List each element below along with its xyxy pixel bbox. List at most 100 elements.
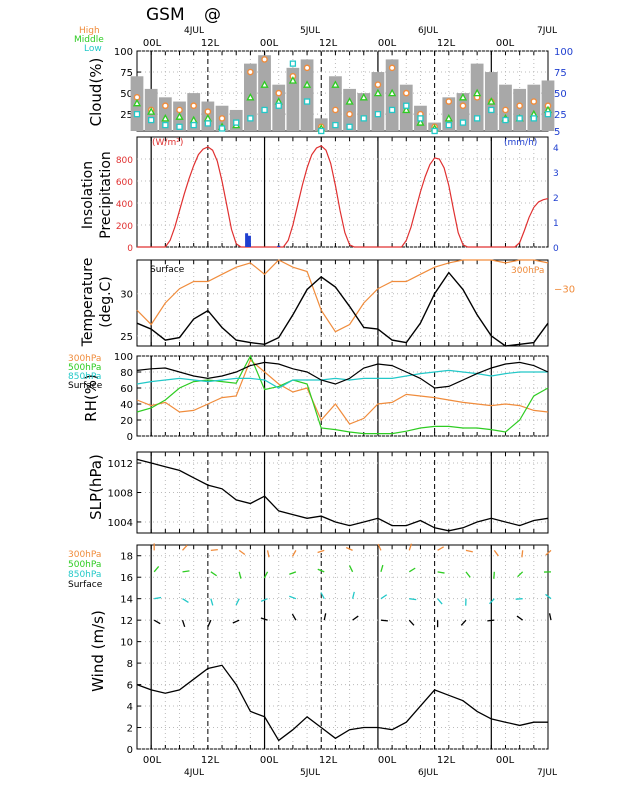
wind-barb bbox=[409, 568, 415, 572]
top-day-label: 6JUL bbox=[418, 26, 438, 36]
cloud-low-point bbox=[546, 112, 551, 117]
wind-barb bbox=[211, 572, 217, 576]
cloud-low-point bbox=[375, 112, 380, 117]
bottom-hour-label: 00L bbox=[496, 755, 515, 766]
cloud-low-point bbox=[404, 103, 409, 108]
rh-ytick-label: 20 bbox=[120, 416, 133, 427]
wind-barb bbox=[438, 547, 444, 551]
wind-barb bbox=[154, 597, 161, 598]
cloud-low-point bbox=[220, 126, 225, 131]
wind-barb bbox=[409, 599, 416, 600]
cloud-ytick-right-label: 75 bbox=[554, 68, 567, 79]
precip-ytick-label: 0 bbox=[553, 244, 559, 254]
precip-bar bbox=[245, 233, 248, 247]
cloud-low-point bbox=[475, 116, 480, 121]
cloud-low-point bbox=[432, 129, 437, 134]
legend-wind-surface: Surface bbox=[68, 580, 103, 590]
wind-barb bbox=[239, 550, 245, 554]
ylabel-insolation-2: Precipitation bbox=[98, 151, 114, 239]
bottom-day-labels: 4JUL 5JUL 6JUL 7JUL bbox=[184, 768, 557, 778]
wind-barb bbox=[353, 592, 355, 599]
wind-barb bbox=[239, 572, 241, 579]
wind-barb bbox=[381, 620, 388, 621]
wind-barb bbox=[487, 620, 494, 621]
unit-precip: (mm/h) bbox=[504, 138, 537, 148]
precip-bar bbox=[248, 236, 251, 247]
cloud-high-point bbox=[404, 91, 409, 96]
temperature-ytick-label: 25 bbox=[120, 332, 133, 343]
legend-cloud-low: Low bbox=[84, 44, 102, 54]
ylabel-temperature-2: (deg.C) bbox=[98, 276, 114, 328]
wind-barb bbox=[289, 596, 296, 598]
wind-ytick-label: 0 bbox=[127, 745, 133, 756]
cloud-low-point bbox=[531, 116, 536, 121]
plot-layer: 2550751005255075100020040060080001234253… bbox=[108, 47, 576, 756]
wind-barb bbox=[211, 550, 218, 551]
panel-frame-temperature bbox=[137, 260, 548, 346]
cloud-total-bar bbox=[372, 72, 385, 131]
legend-wind-300: 300hPa bbox=[68, 550, 101, 560]
precip-ytick-label: 2 bbox=[553, 194, 559, 204]
legend-rh-surface: Surface bbox=[68, 381, 103, 391]
cloud-low-point bbox=[347, 124, 352, 129]
wind-barb bbox=[183, 571, 190, 572]
top-hour-label: 12L bbox=[319, 38, 338, 49]
wind-ytick-label: 16 bbox=[120, 573, 133, 584]
top-hour-label: 00L bbox=[260, 38, 279, 49]
top-day-label: 5JUL bbox=[300, 26, 320, 36]
wind-ytick-label: 10 bbox=[120, 638, 133, 649]
wind-barb bbox=[550, 613, 551, 620]
wind-barb bbox=[324, 613, 325, 620]
wind-barb bbox=[353, 616, 359, 620]
cloud-high-point bbox=[390, 65, 395, 70]
wind-barb bbox=[208, 620, 211, 626]
cloud-high-point bbox=[163, 103, 168, 108]
precip-bar bbox=[277, 246, 280, 247]
wind-barb bbox=[183, 545, 188, 550]
wind-barb bbox=[522, 550, 523, 557]
cloud-high-point bbox=[347, 112, 352, 117]
cloud-high-point bbox=[262, 57, 267, 62]
bottom-hour-label: 00L bbox=[378, 755, 397, 766]
cloud-total-bar bbox=[513, 89, 526, 131]
wind-barb bbox=[461, 620, 466, 625]
ylabel-cloud: Cloud(%) bbox=[87, 58, 105, 127]
cloud-high-point bbox=[304, 65, 309, 70]
cloud-total-bar bbox=[258, 55, 271, 131]
bottom-hour-label: 12L bbox=[319, 755, 338, 766]
wind-ytick-label: 8 bbox=[127, 659, 133, 670]
ylabel-wind: Wind (m/s) bbox=[89, 610, 107, 692]
rh-ytick-label: 80 bbox=[120, 368, 133, 379]
insolation-ytick-label: 200 bbox=[116, 222, 133, 232]
temperature-ytick-right-label: −30 bbox=[554, 285, 575, 296]
cloud-ytick-label: 100 bbox=[114, 47, 133, 58]
cloud-low-point bbox=[503, 118, 508, 123]
cloud-low-point bbox=[361, 116, 366, 121]
cloud-low-point bbox=[163, 123, 168, 128]
wind-barb bbox=[183, 599, 189, 603]
cloud-low-point bbox=[191, 123, 196, 128]
slp-ytick-label: 1004 bbox=[108, 518, 133, 529]
cloud-low-point bbox=[262, 107, 267, 112]
cloud-ytick-right-label: 100 bbox=[554, 47, 573, 58]
insolation-ytick-label: 800 bbox=[116, 156, 133, 166]
wind-barb bbox=[409, 620, 414, 625]
bottom-day-label: 4JUL bbox=[184, 768, 204, 778]
insolation-line bbox=[137, 146, 548, 247]
wind-barb bbox=[438, 599, 442, 604]
cloud-low-point bbox=[319, 129, 324, 134]
top-hour-label: 00L bbox=[143, 38, 162, 49]
cloud-high-point bbox=[503, 107, 508, 112]
wind-barb bbox=[466, 550, 473, 551]
wind-barb bbox=[154, 566, 158, 571]
insolation-ytick-label: 0 bbox=[127, 244, 133, 254]
ylabel-slp: SLP(hPa) bbox=[87, 454, 105, 520]
cloud-high-point bbox=[219, 116, 224, 121]
ylabel-temperature-1: Temperature bbox=[80, 258, 96, 348]
legend-wind-850: 850hPa bbox=[68, 570, 101, 580]
top-hour-label: 00L bbox=[496, 38, 515, 49]
precip-ytick-label: 4 bbox=[553, 144, 559, 154]
cloud-low-point bbox=[276, 103, 281, 108]
bottom-hour-label: 00L bbox=[260, 755, 279, 766]
